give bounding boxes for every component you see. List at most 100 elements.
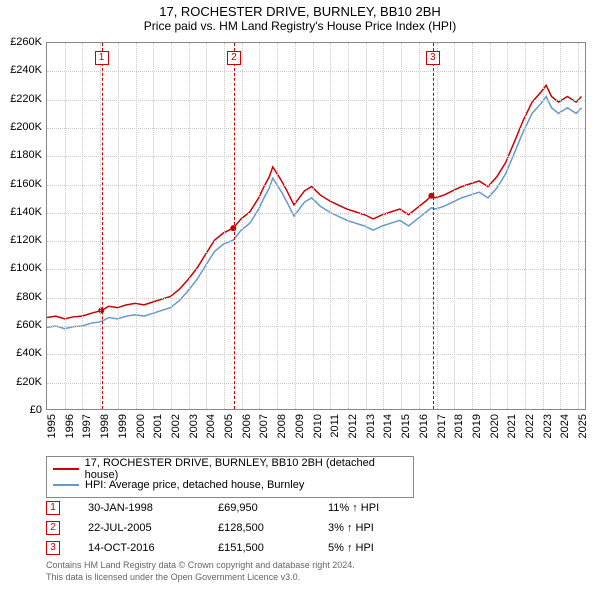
x-tick-label: 2011 xyxy=(329,414,341,438)
y-tick-label: £0 xyxy=(30,404,42,416)
gridline-v xyxy=(560,43,561,409)
x-tick-label: 1997 xyxy=(81,414,93,438)
gridline-v xyxy=(295,43,296,409)
y-tick-label: £160K xyxy=(10,178,42,190)
y-tick-label: £100K xyxy=(10,262,42,274)
transaction-date: 30-JAN-1998 xyxy=(88,502,218,514)
x-tick-label: 2010 xyxy=(312,414,324,438)
transaction-price: £69,950 xyxy=(218,502,328,514)
event-line xyxy=(433,43,434,409)
y-axis: £0£20K£40K£60K£80K£100K£120K£140K£160K£1… xyxy=(0,42,46,410)
gridline-v xyxy=(366,43,367,409)
gridline-v xyxy=(401,43,402,409)
legend-swatch xyxy=(53,484,79,486)
x-tick-label: 1995 xyxy=(46,414,58,438)
x-axis: 1995199619971998199920002001200220032004… xyxy=(46,410,586,454)
gridline-v xyxy=(437,43,438,409)
y-tick-label: £80K xyxy=(16,291,42,303)
x-tick-label: 2006 xyxy=(241,414,253,438)
transaction-date: 14-OCT-2016 xyxy=(88,542,218,554)
gridline-h xyxy=(47,213,585,214)
title-block: 17, ROCHESTER DRIVE, BURNLEY, BB10 2BH P… xyxy=(0,0,600,35)
gridline-v xyxy=(242,43,243,409)
x-tick-label: 2020 xyxy=(489,414,501,438)
gridline-h xyxy=(47,156,585,157)
attribution-line-2: This data is licensed under the Open Gov… xyxy=(46,572,586,584)
x-tick-label: 2021 xyxy=(506,414,518,438)
x-tick-label: 2017 xyxy=(436,414,448,438)
y-tick-label: £220K xyxy=(10,93,42,105)
x-tick-label: 2012 xyxy=(347,414,359,438)
gridline-v xyxy=(259,43,260,409)
transaction-row: 130-JAN-1998£69,95011% ↑ HPI xyxy=(46,498,586,518)
chart-container: 17, ROCHESTER DRIVE, BURNLEY, BB10 2BH P… xyxy=(0,0,600,590)
x-tick-label: 2015 xyxy=(400,414,412,438)
gridline-v xyxy=(348,43,349,409)
y-tick-label: £40K xyxy=(16,347,42,359)
gridline-v xyxy=(454,43,455,409)
legend-row: 17, ROCHESTER DRIVE, BURNLEY, BB10 2BH (… xyxy=(53,461,407,477)
x-tick-label: 2016 xyxy=(418,414,430,438)
x-tick-label: 2014 xyxy=(382,414,394,438)
gridline-v xyxy=(189,43,190,409)
x-tick-label: 2023 xyxy=(542,414,554,438)
gridline-v xyxy=(65,43,66,409)
gridline-h xyxy=(47,241,585,242)
event-line xyxy=(234,43,235,409)
legend: 17, ROCHESTER DRIVE, BURNLEY, BB10 2BH (… xyxy=(46,456,414,498)
gridline-v xyxy=(118,43,119,409)
x-tick-label: 2002 xyxy=(170,414,182,438)
x-tick-label: 2024 xyxy=(559,414,571,438)
gridline-h xyxy=(47,298,585,299)
gridline-v xyxy=(330,43,331,409)
gridline-v xyxy=(82,43,83,409)
attribution: Contains HM Land Registry data © Crown c… xyxy=(46,560,586,583)
series-line xyxy=(47,85,582,319)
event-marker: 1 xyxy=(95,51,109,65)
gridline-h xyxy=(47,326,585,327)
gridline-h xyxy=(47,269,585,270)
gridline-v xyxy=(543,43,544,409)
x-tick-label: 2003 xyxy=(188,414,200,438)
gridline-v xyxy=(313,43,314,409)
x-tick-label: 1996 xyxy=(64,414,76,438)
legend-swatch xyxy=(53,468,79,470)
gridline-v xyxy=(224,43,225,409)
attribution-line-1: Contains HM Land Registry data © Crown c… xyxy=(46,560,586,572)
legend-label: HPI: Average price, detached house, Burn… xyxy=(85,479,304,491)
gridline-v xyxy=(578,43,579,409)
x-tick-label: 2005 xyxy=(223,414,235,438)
y-tick-label: £260K xyxy=(10,36,42,48)
x-tick-label: 2018 xyxy=(453,414,465,438)
gridline-v xyxy=(472,43,473,409)
transaction-price: £151,500 xyxy=(218,542,328,554)
gridline-h xyxy=(47,71,585,72)
gridline-v xyxy=(171,43,172,409)
x-tick-label: 2000 xyxy=(135,414,147,438)
chart-subtitle: Price paid vs. HM Land Registry's House … xyxy=(0,19,600,33)
transaction-hpi: 3% ↑ HPI xyxy=(328,522,428,534)
transaction-date: 22-JUL-2005 xyxy=(88,522,218,534)
transaction-table: 130-JAN-1998£69,95011% ↑ HPI 2 22-JUL-2005… xyxy=(46,498,586,558)
y-tick-label: £240K xyxy=(10,64,42,76)
gridline-h xyxy=(47,128,585,129)
transaction-marker: 2 xyxy=(46,521,60,535)
gridline-h xyxy=(47,383,585,384)
y-tick-label: £180K xyxy=(10,149,42,161)
gridline-h xyxy=(47,185,585,186)
gridline-v xyxy=(206,43,207,409)
event-marker: 2 xyxy=(227,51,241,65)
y-tick-label: £60K xyxy=(16,319,42,331)
gridline-v xyxy=(490,43,491,409)
gridline-v xyxy=(507,43,508,409)
gridline-v xyxy=(153,43,154,409)
transaction-row: 314-OCT-2016£151,5005% ↑ HPI xyxy=(46,538,586,558)
y-tick-label: £20K xyxy=(16,376,42,388)
gridline-v xyxy=(136,43,137,409)
chart-title: 17, ROCHESTER DRIVE, BURNLEY, BB10 2BH xyxy=(0,4,600,19)
x-tick-label: 2007 xyxy=(258,414,270,438)
gridline-v xyxy=(383,43,384,409)
gridline-v xyxy=(525,43,526,409)
transaction-price: £128,500 xyxy=(218,522,328,534)
transaction-marker: 3 xyxy=(46,541,60,555)
